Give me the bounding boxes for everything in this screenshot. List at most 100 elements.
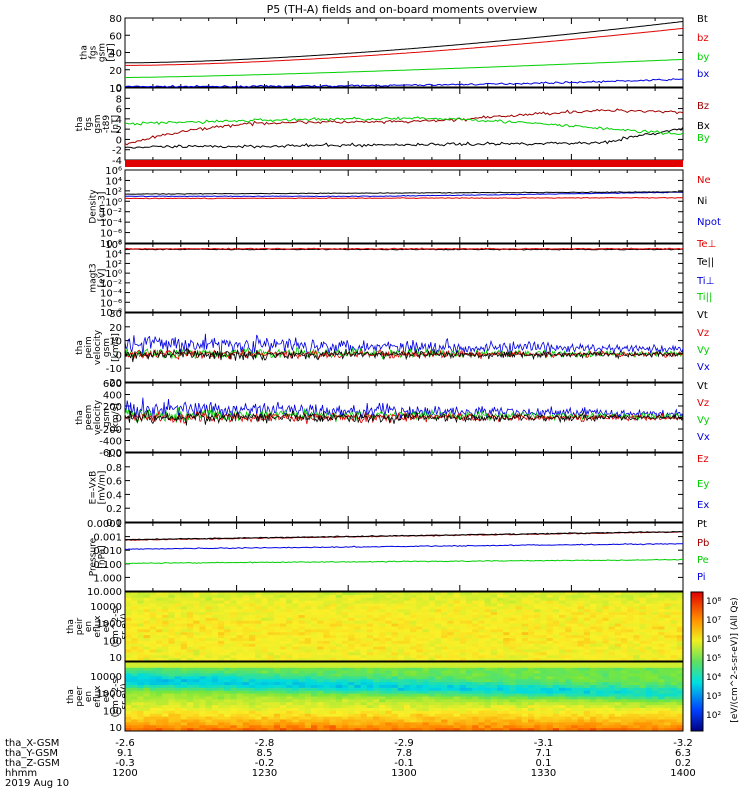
spectrogram-cell — [484, 679, 492, 683]
spectrogram-cell — [193, 708, 200, 712]
spectrogram-cell — [633, 725, 641, 729]
spectrogram-cell — [670, 623, 678, 627]
spectrogram-cell — [143, 662, 151, 666]
spectrogram-cell — [230, 609, 238, 613]
spectrogram-cell — [242, 609, 250, 613]
spectrogram-cell — [614, 696, 622, 700]
spectrogram-cell — [149, 612, 157, 616]
spectrogram-cell — [583, 679, 591, 683]
spectrogram-cell — [602, 679, 610, 683]
spectrogram-cell — [199, 673, 207, 677]
spectrogram-cell — [614, 655, 622, 659]
spectrogram-cell — [515, 667, 523, 672]
spectrogram-cell — [416, 710, 424, 715]
spectrogram-cell — [292, 635, 300, 639]
spectrogram-cell — [602, 676, 610, 680]
spectrogram-cell — [608, 600, 616, 604]
spectrogram-cell — [571, 667, 579, 672]
spectrogram-cell — [664, 716, 672, 720]
spectrogram-cell — [311, 638, 318, 642]
spectrogram-cell — [565, 702, 572, 706]
spectrogram-cell — [627, 623, 634, 627]
spectrogram-cell — [385, 594, 393, 599]
spectrogram-cell — [422, 699, 430, 703]
spectrogram-cell — [249, 594, 256, 599]
spectrogram-cell — [577, 696, 585, 700]
spectrogram-cell — [205, 728, 213, 732]
spectrogram-cell — [428, 676, 436, 680]
spectrogram-cell — [552, 716, 560, 720]
spectrogram-cell — [627, 649, 634, 653]
spectrogram-cell — [311, 643, 318, 648]
spectrogram-cell — [193, 716, 200, 720]
spectrogram-cell — [490, 728, 498, 732]
spectrogram-cell — [125, 728, 132, 732]
spectrogram-cell — [546, 643, 554, 648]
spectrogram-cell — [304, 725, 312, 729]
spectrogram-cell — [230, 629, 238, 633]
spectrogram-cell — [490, 693, 498, 697]
spectrogram-cell — [379, 676, 386, 680]
spectrogram-cell — [652, 699, 659, 703]
spectrogram-cell — [627, 667, 634, 672]
spectrogram-cell — [404, 652, 411, 656]
spectrogram-cell — [311, 617, 318, 622]
spectrogram-cell — [168, 687, 176, 692]
spectrogram-cell — [447, 632, 455, 636]
spectrogram-cell — [602, 623, 610, 627]
spectrogram-cell — [503, 696, 510, 700]
spectrogram-cell — [267, 693, 275, 697]
spectrogram-cell — [447, 658, 455, 662]
spectrogram-cell — [193, 693, 200, 697]
spectrogram-cell — [670, 615, 678, 619]
spectrogram-cell — [497, 682, 504, 686]
spectrogram-cell — [397, 662, 405, 666]
spectrogram-cell — [459, 629, 467, 633]
spectrogram-cell — [242, 626, 250, 630]
spectrogram-cell — [205, 617, 213, 622]
spectrogram-cell — [435, 632, 442, 636]
spectrogram-cell — [565, 662, 572, 666]
spectrogram-cell — [422, 702, 430, 706]
spectrogram-cell — [224, 615, 231, 619]
spectrogram-cell — [621, 629, 628, 633]
spectrogram-cell — [528, 673, 535, 677]
spectrogram-cell — [484, 702, 492, 706]
spectrogram-cell — [131, 655, 138, 659]
spectrogram-cell — [211, 705, 219, 709]
spectrogram-cell — [342, 620, 349, 625]
spectrogram-cell — [633, 638, 641, 642]
spectrogram-cell — [602, 690, 610, 695]
spectrogram-cell — [639, 716, 647, 720]
spectrogram-cell — [614, 693, 622, 697]
spectrogram-cell — [149, 664, 157, 669]
spectrogram-cell — [509, 693, 517, 697]
spectrogram-cell — [187, 609, 194, 613]
spectrogram-cell — [187, 685, 194, 689]
spectrogram-cell — [335, 612, 343, 616]
spectrogram-cell — [205, 652, 213, 656]
spectrogram-cell — [193, 626, 200, 630]
spectrogram-cell — [329, 685, 337, 689]
spectrogram-cell — [174, 679, 182, 683]
spectrogram-cell — [342, 626, 349, 630]
spectrogram-cell — [559, 693, 566, 697]
spectrogram-cell — [397, 673, 405, 677]
spectrogram-cell — [428, 632, 436, 636]
spectrogram-cell — [174, 600, 182, 604]
spectrogram-cell — [466, 685, 473, 689]
spectrogram-cell — [379, 592, 386, 596]
spectrogram-cell — [670, 592, 678, 596]
spectrogram-cell — [453, 615, 461, 619]
spectrogram-cell — [218, 676, 225, 680]
spectrogram-cell — [354, 646, 362, 650]
spectrogram-cell — [193, 594, 200, 599]
spectrogram-cell — [441, 632, 448, 636]
spectrogram-cell — [360, 606, 368, 610]
spectrogram-cell — [484, 716, 492, 720]
spectrogram-cell — [528, 626, 535, 630]
spectrogram-cell — [249, 640, 256, 645]
spectrogram-cell — [602, 620, 610, 625]
spectrogram-cell — [503, 687, 510, 692]
spectrogram-cell — [143, 687, 151, 692]
